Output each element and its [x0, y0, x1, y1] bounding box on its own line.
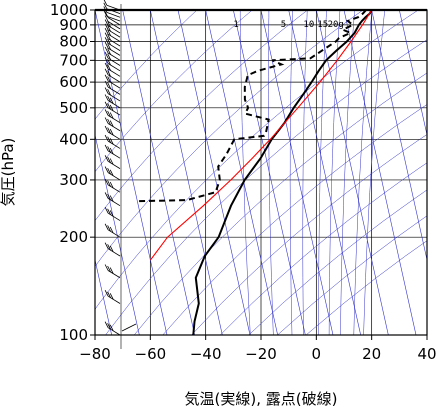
x-axis-title: 気温(実線), 露点(破線) [185, 390, 338, 408]
y-tick-label: 200 [59, 228, 88, 246]
y-tick-label: 800 [59, 32, 88, 50]
x-tick-label: −60 [135, 345, 167, 363]
x-tick-label: 20 [362, 345, 381, 363]
x-tick-label: 40 [417, 345, 436, 363]
x-tick-label: 0 [312, 345, 322, 363]
y-tick-label: 700 [59, 51, 88, 69]
y-tick-label: 400 [59, 130, 88, 148]
y-tick-label: 600 [59, 73, 88, 91]
mixing-ratio-label: 1 [233, 20, 238, 30]
y-tick-label: 1000 [50, 1, 88, 19]
y-tick-label: 300 [59, 171, 88, 189]
y-tick-label: 100 [59, 326, 88, 344]
mixing-ratio-label: 10 [303, 20, 314, 30]
y-tick-label: 500 [59, 99, 88, 117]
x-tick-label: −80 [79, 345, 111, 363]
x-tick-label: −20 [245, 345, 277, 363]
y-axis-title: 気圧(hPa) [0, 138, 17, 207]
x-tick-label: −40 [190, 345, 222, 363]
mixing-ratio-label: 5 [281, 20, 286, 30]
mixing-ratio-label: 20g [328, 20, 344, 30]
